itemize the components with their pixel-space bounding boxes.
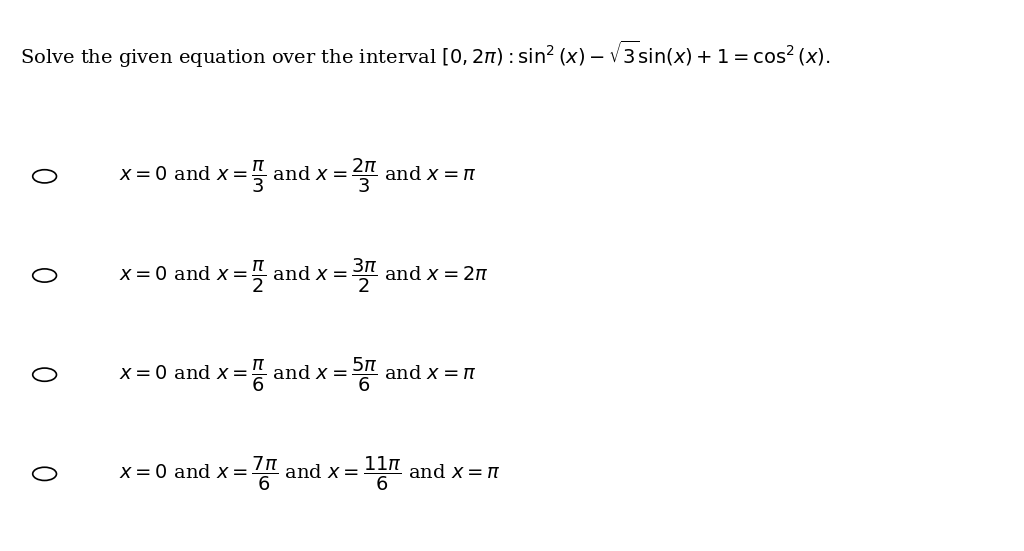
Text: Solve the given equation over the interval $[0, 2\pi) : \sin^{2}(x) - \sqrt{3}\s: Solve the given equation over the interv… (19, 39, 830, 70)
Text: $x = 0$ and $x = \dfrac{7\pi}{6}$ and $x = \dfrac{11\pi}{6}$ and $x = \pi$: $x = 0$ and $x = \dfrac{7\pi}{6}$ and $x… (119, 455, 501, 493)
Text: $x = 0$ and $x = \dfrac{\pi}{6}$ and $x = \dfrac{5\pi}{6}$ and $x = \pi$: $x = 0$ and $x = \dfrac{\pi}{6}$ and $x … (119, 355, 476, 394)
Text: $x = 0$ and $x = \dfrac{\pi}{2}$ and $x = \dfrac{3\pi}{2}$ and $x = 2\pi$: $x = 0$ and $x = \dfrac{\pi}{2}$ and $x … (119, 256, 488, 295)
Text: $x = 0$ and $x = \dfrac{\pi}{3}$ and $x = \dfrac{2\pi}{3}$ and $x = \pi$: $x = 0$ and $x = \dfrac{\pi}{3}$ and $x … (119, 157, 476, 196)
